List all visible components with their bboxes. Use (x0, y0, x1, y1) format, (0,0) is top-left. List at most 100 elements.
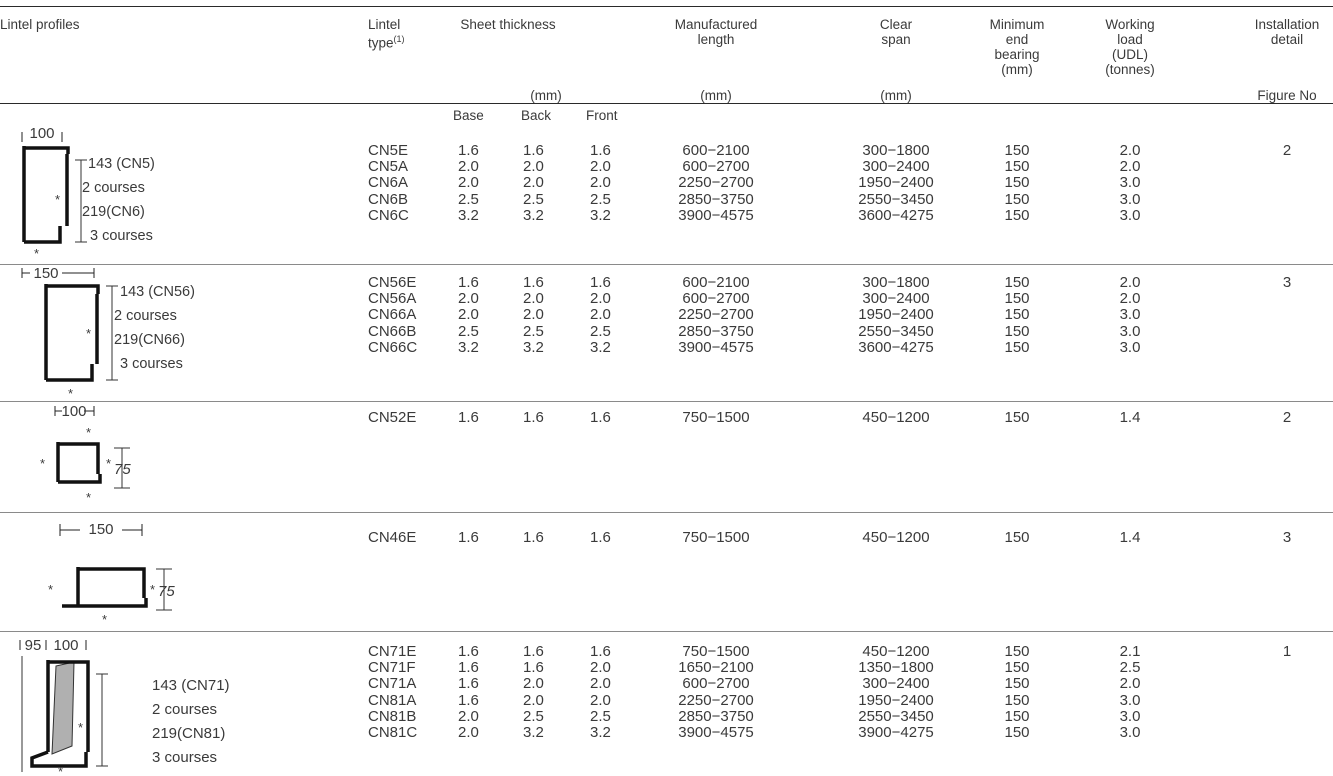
profile-courses-label-1: 2 courses (82, 180, 145, 196)
lintel-type-cell: CN71E CN71F CN71A CN81A CN81B CN81C (368, 643, 418, 742)
profile-star-marker: * (40, 456, 45, 471)
front-thickness-cell: 1.6 2.0 2.0 2.5 3.2 (590, 274, 611, 356)
header-working-load-line2: load (1117, 32, 1143, 47)
header-manufactured-line2: length (697, 32, 735, 47)
header-clear-span-line1: Clear (879, 17, 913, 32)
profile-courses-label-1: 2 courses (152, 701, 217, 718)
working-load-cell: 2.0 2.0 3.0 3.0 3.0 (1119, 274, 1141, 356)
profile-width-label: 150 (88, 521, 113, 538)
header-working-load-line3: (UDL) (1112, 47, 1148, 62)
lintel-type-cell: CN46E (368, 529, 417, 546)
header-lintel-type-line1: Lintel (368, 17, 401, 32)
header-manufactured-line1: Manufactured (674, 17, 758, 32)
figure-no-cell: 3 (1282, 529, 1292, 546)
manufactured-length-cell: 750−1500 (682, 529, 750, 546)
header-installation-detail: Installation detail (1232, 17, 1333, 47)
table-top-rule (0, 6, 1333, 7)
profile-width-label: 100 (29, 125, 54, 142)
end-bearing-cell: 150 150 150 150 150 (1004, 142, 1030, 224)
profile-star-marker: * (106, 456, 111, 471)
lintel-profile-cn52e: 100 * * * 75 * (40, 404, 131, 504)
header-lintel-type: Lintel type(1) (368, 17, 405, 51)
front-thickness-cell: 1.6 (590, 529, 611, 546)
profile-courses-label-2: 3 courses (120, 356, 183, 372)
row-divider (0, 264, 1333, 265)
profile-star-marker: * (58, 764, 63, 776)
clear-span-cell: 300−1800 300−2400 1950−2400 2550−3450 36… (858, 142, 934, 224)
header-lintel-type-line2: type (368, 35, 394, 51)
lintel-type-cell: CN56E CN56A CN66A CN66B CN66C (368, 274, 418, 356)
clear-span-cell: 450−1200 1350−1800 300−2400 1950−2400 25… (858, 643, 934, 742)
lintel-profile-cn46e: 150 * * 75 * (48, 521, 175, 626)
figure-no-cell: 1 (1282, 643, 1292, 660)
header-sheet-thickness-unit: (mm) (530, 88, 562, 103)
end-bearing-cell: 150 (1004, 409, 1030, 426)
lintel-profile-cn71-cn81: 95 100 * * 143 (CN71) 2 courses 219(CN81… (19, 637, 230, 776)
profile-star-marker: * (150, 582, 155, 597)
profile-height-label-2: 219(CN81) (152, 725, 225, 742)
working-load-cell: 2.0 2.0 3.0 3.0 3.0 (1119, 142, 1141, 224)
profile-star-marker: * (86, 326, 91, 341)
header-clear-span-line2: span (881, 32, 911, 47)
front-thickness-cell: 1.6 (590, 409, 611, 426)
profile-width-label-100: 100 (53, 637, 78, 654)
manufactured-length-cell: 600−2100 600−2700 2250−2700 2850−3750 39… (678, 274, 754, 356)
end-bearing-cell: 150 150 150 150 150 150 (1004, 643, 1030, 742)
figure-no-cell: 2 (1282, 142, 1292, 159)
profile-star-marker: * (102, 612, 107, 626)
profile-width-label-95: 95 (25, 637, 42, 654)
base-thickness-cell: 1.6 2.0 2.0 2.5 3.2 (458, 274, 479, 356)
profile-star-marker: * (86, 425, 91, 440)
clear-span-cell: 300−1800 300−2400 1950−2400 2550−3450 36… (858, 274, 934, 356)
profile-star-marker: * (86, 490, 91, 504)
base-thickness-cell: 1.6 1.6 1.6 1.6 2.0 2.0 (458, 643, 479, 742)
base-thickness-cell: 1.6 (458, 409, 479, 426)
subheader-front: Front (586, 108, 618, 123)
header-working-load-unit: (tonnes) (1105, 62, 1155, 77)
header-footnote-marker: (1) (393, 34, 405, 44)
header-working-load-line1: Working (1105, 17, 1155, 32)
profile-height-label: 75 (114, 461, 131, 478)
profile-height-label-2: 219(CN6) (82, 204, 145, 220)
front-thickness-cell: 1.6 2.0 2.0 2.0 2.5 3.2 (590, 643, 611, 742)
figure-no-cell: 2 (1282, 409, 1292, 426)
row-divider (0, 512, 1333, 513)
header-min-end-line2: end (1005, 32, 1029, 47)
lintel-profile-cn56-cn66: 150 * * 143 (CN56) 2 courses 219(CN66) 3… (21, 266, 195, 400)
header-minimum-end-bearing: Minimum end bearing (mm) (967, 17, 1067, 77)
lintel-type-cell: CN52E (368, 409, 417, 426)
base-thickness-cell: 1.6 (458, 529, 479, 546)
end-bearing-cell: 150 (1004, 529, 1030, 546)
profile-height-label-1: 143 (CN56) (120, 284, 195, 300)
profile-courses-label-1: 2 courses (114, 308, 177, 324)
header-min-end-unit: (mm) (1001, 62, 1033, 77)
header-working-load: Working load (UDL) (tonnes) (1080, 17, 1180, 77)
lintel-profile-cn5-cn6: 100 * * 143 (CN5) 2 courses 219(CN6) 3 c… (21, 125, 155, 261)
profile-width-label: 150 (33, 266, 58, 282)
header-install-line1: Installation (1254, 17, 1320, 32)
back-thickness-cell: 1.6 2.0 2.0 2.5 3.2 (523, 142, 544, 224)
header-bottom-rule (0, 103, 1333, 104)
subheader-base: Base (453, 108, 484, 123)
row-divider (0, 401, 1333, 402)
manufactured-length-cell: 750−1500 1650−2100 600−2700 2250−2700 28… (678, 643, 754, 742)
manufactured-length-cell: 750−1500 (682, 409, 750, 426)
header-min-end-line1: Minimum (989, 17, 1045, 32)
header-lintel-profiles: Lintel profiles (0, 17, 80, 32)
header-manufactured-length: Manufactured length (646, 17, 786, 47)
header-install-line2: detail (1270, 32, 1304, 47)
profile-width-label: 100 (61, 404, 86, 420)
back-thickness-cell: 1.6 (523, 529, 544, 546)
clear-span-cell: 450−1200 (862, 529, 930, 546)
header-min-end-line3: bearing (994, 47, 1040, 62)
working-load-cell: 1.4 (1119, 529, 1141, 546)
back-thickness-cell: 1.6 1.6 2.0 2.0 2.5 3.2 (523, 643, 544, 742)
header-manufactured-unit: (mm) (700, 88, 732, 103)
clear-span-cell: 450−1200 (862, 409, 930, 426)
working-load-cell: 2.1 2.5 2.0 3.0 3.0 3.0 (1119, 643, 1141, 742)
profile-star-marker: * (34, 246, 39, 261)
base-thickness-cell: 1.6 2.0 2.0 2.5 3.2 (458, 142, 479, 224)
working-load-cell: 1.4 (1119, 409, 1141, 426)
subheader-back: Back (521, 108, 552, 123)
row-divider (0, 631, 1333, 632)
